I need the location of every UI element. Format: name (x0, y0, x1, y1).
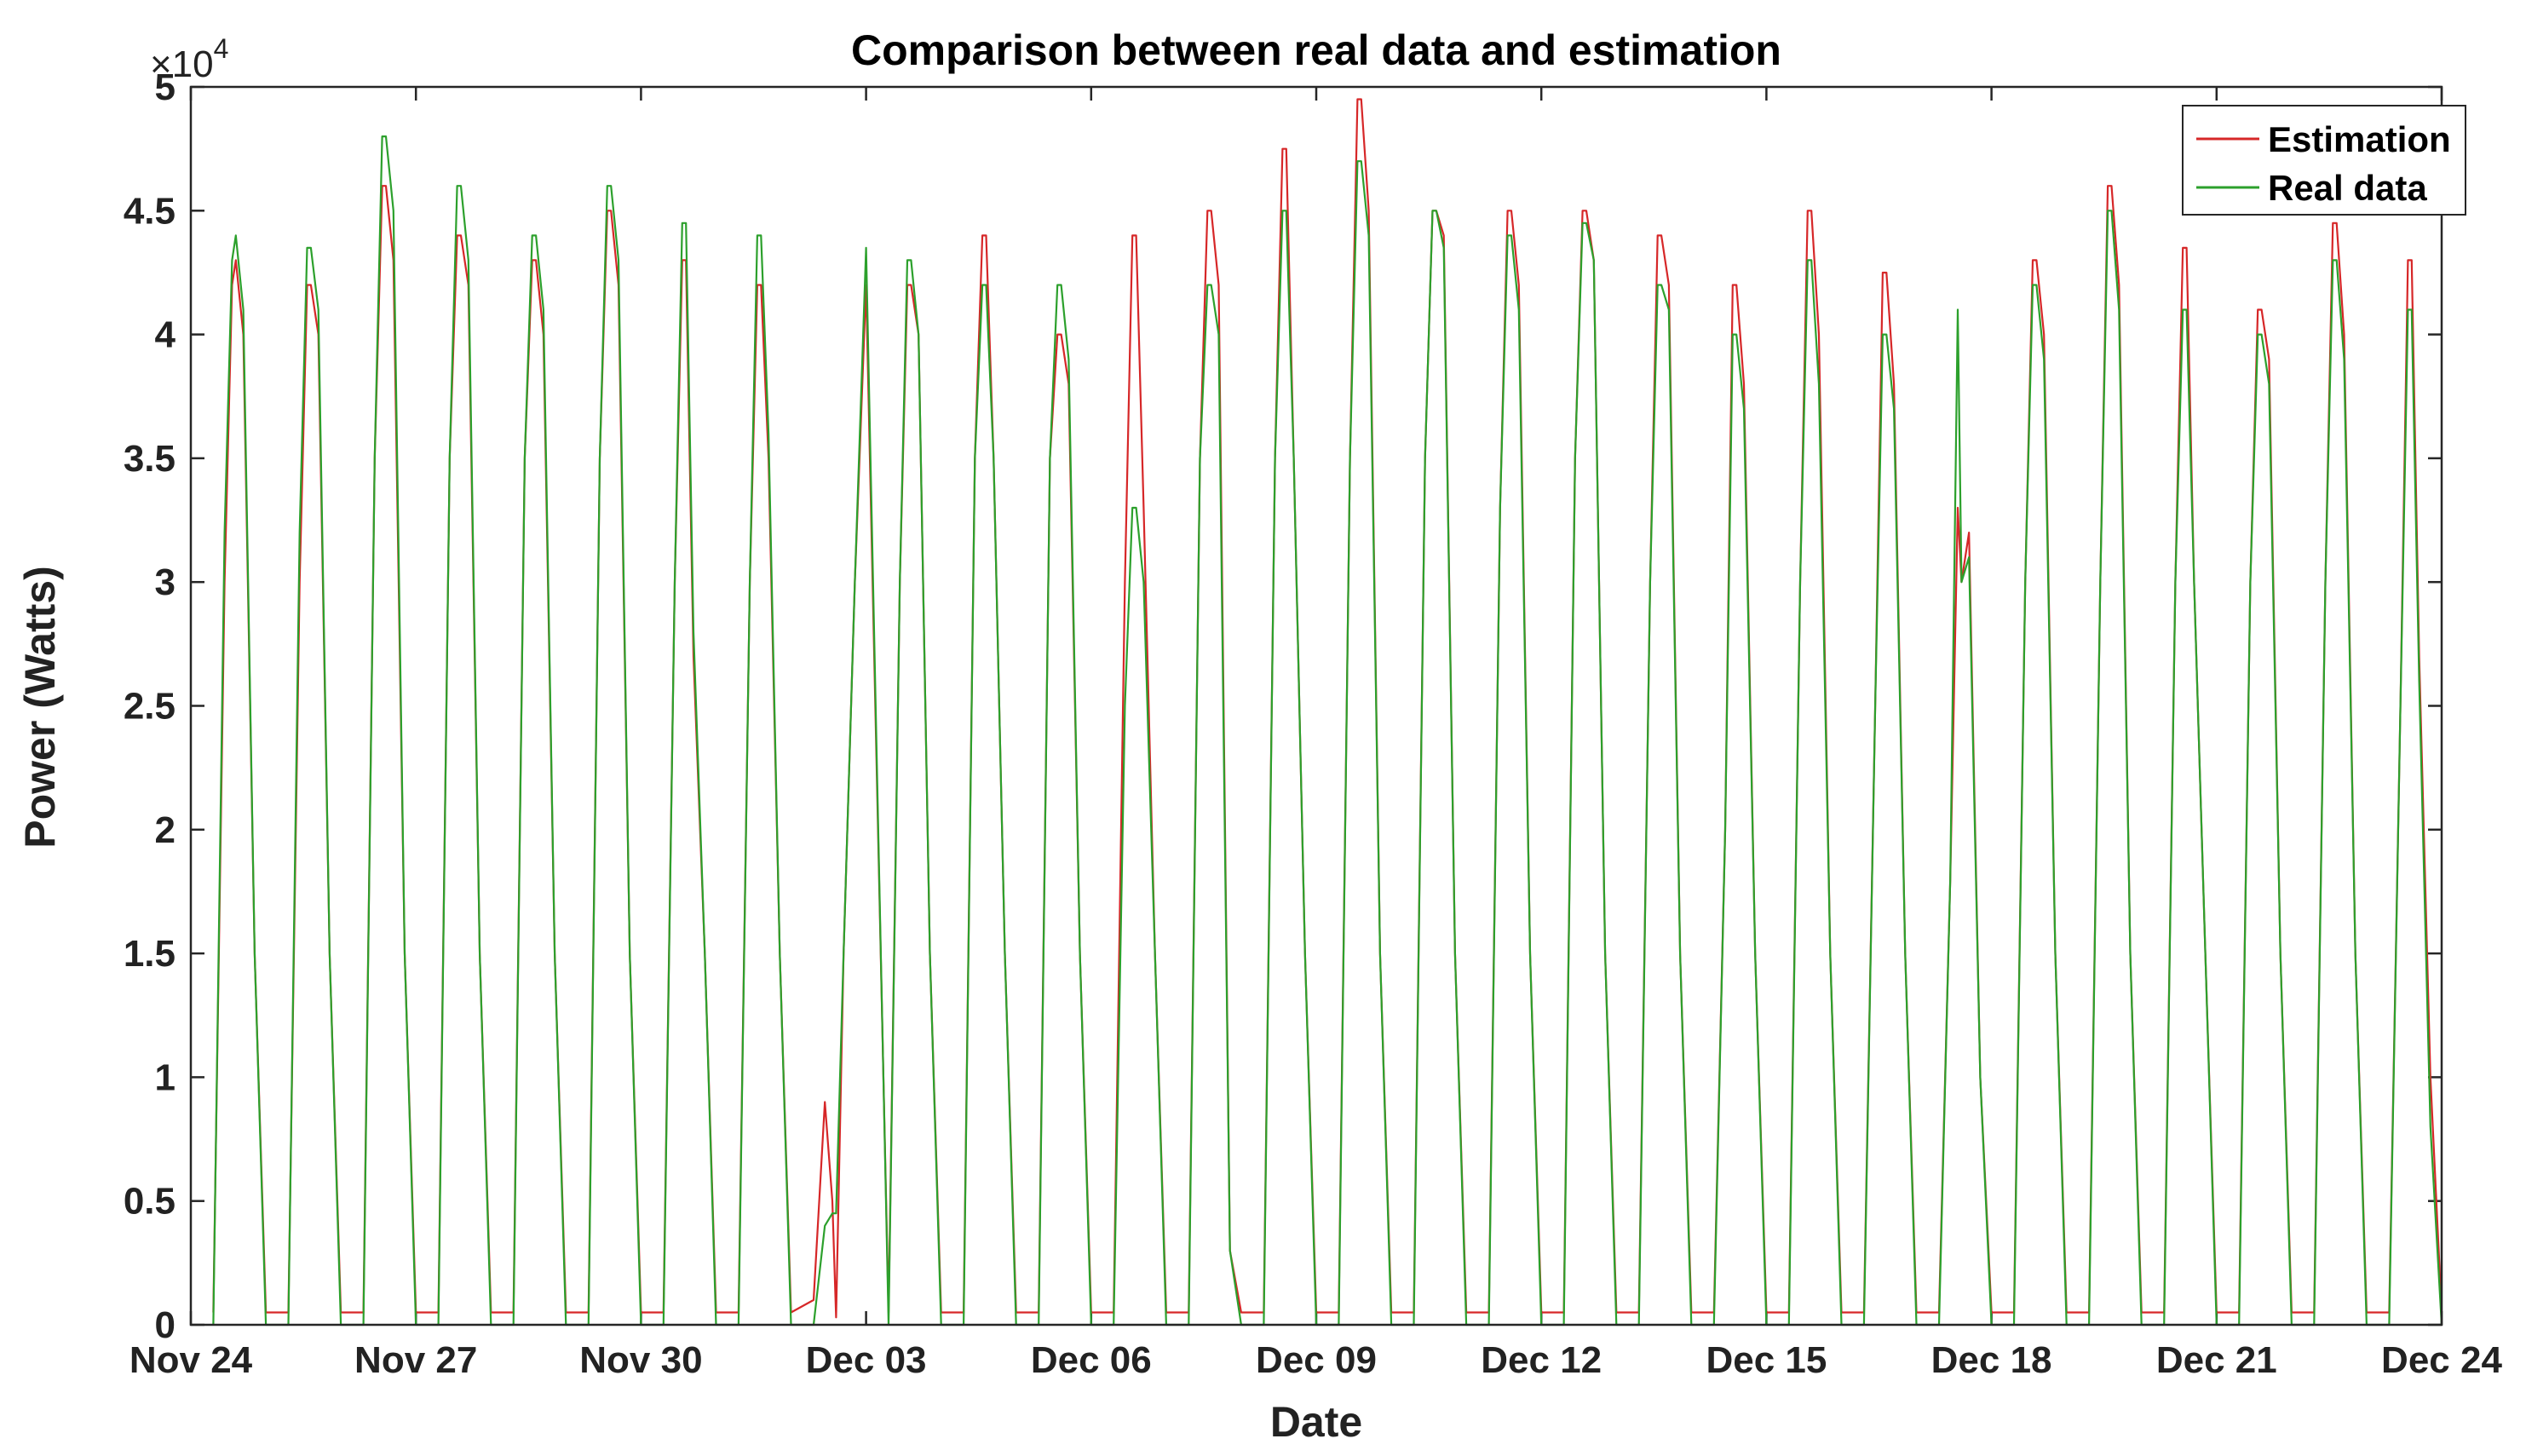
y-tick-label: 4 (155, 314, 176, 356)
legend-label-real-data: Real data (2268, 168, 2427, 208)
x-tick-label: Dec 06 (1031, 1339, 1152, 1381)
y-axis-multiplier-base: ×10 (150, 43, 214, 85)
y-axis-multiplier-exponent: 4 (214, 33, 229, 64)
legend-box (2182, 105, 2466, 216)
y-tick-label: 1 (155, 1056, 175, 1098)
x-tick-label: Dec 12 (1481, 1339, 1602, 1381)
legend-label-estimation: Estimation (2268, 119, 2451, 159)
y-tick-label: 2.5 (124, 686, 175, 728)
x-tick-label: Nov 30 (579, 1339, 702, 1381)
y-tick-label: 2 (155, 809, 175, 851)
y-axis-label: Power (Watts) (16, 566, 64, 849)
x-tick-label: Dec 15 (1706, 1339, 1827, 1381)
y-tick-label: 3 (155, 561, 175, 603)
y-tick-label: 0.5 (124, 1181, 175, 1223)
x-axis-ticks: Nov 24 Nov 27 Nov 30 Dec 03 Dec 06 Dec 09 Dec … (129, 87, 2502, 1381)
y-axis-multiplier: ×104 (150, 33, 228, 85)
plot-frame (189, 85, 2443, 1327)
x-tick-label: Nov 27 (354, 1339, 477, 1381)
x-tick-label: Dec 21 (2156, 1339, 2277, 1381)
y-axis-ticks: 0 0.5 1 1.5 2 2.5 3 3.5 4 4.5 5 (124, 66, 2442, 1346)
x-tick-label: Dec 09 (1256, 1339, 1377, 1381)
y-tick-label: 3.5 (124, 438, 175, 480)
x-tick-label: Dec 18 (1931, 1339, 2052, 1381)
x-tick-label: Nov 24 (129, 1339, 253, 1381)
series-line-estimation (212, 98, 2443, 1319)
x-axis-label: Date (1270, 1398, 1362, 1446)
y-tick-label: 0 (155, 1304, 175, 1346)
y-tick-label: 1.5 (124, 933, 175, 975)
plot-area (191, 87, 2442, 1325)
legend: Estimation Real data (2182, 105, 2466, 216)
y-tick-label: 5 (155, 66, 175, 108)
chart-title: Comparison between real data and estimat… (851, 26, 1781, 74)
x-tick-label: Dec 03 (806, 1339, 927, 1381)
y-tick-label: 4.5 (124, 190, 175, 232)
x-tick-label: Dec 24 (2381, 1339, 2502, 1381)
